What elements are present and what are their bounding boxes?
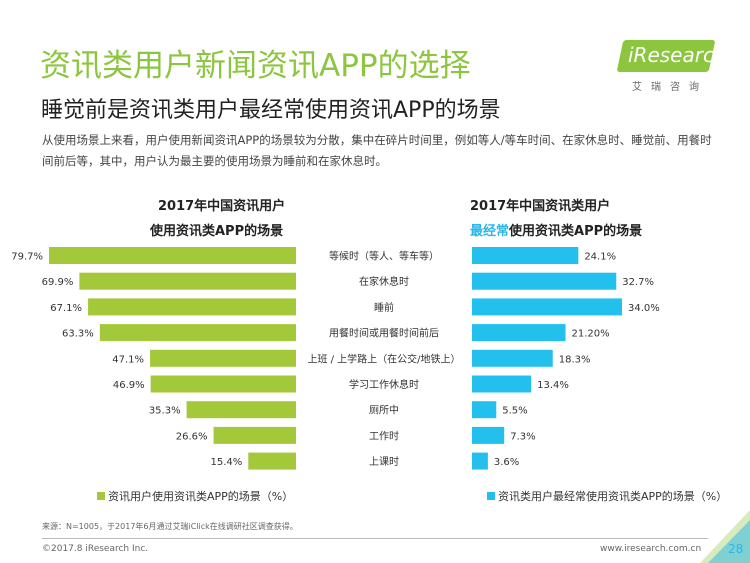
right-bar-label: 3.6% <box>494 457 519 468</box>
right-chart-title-line1: 2017年中国资讯类用户 <box>470 199 611 214</box>
right-bar <box>472 401 497 419</box>
left-bar <box>186 401 296 419</box>
page-title: 资讯类用户新闻资讯APP的选择 <box>40 48 471 84</box>
right-legend-label: 资讯类用户最经常使用资讯类APP的场景（%） <box>498 490 728 503</box>
left-bar-label: 79.7% <box>11 252 43 263</box>
right-bar-label: 34.0% <box>628 303 660 314</box>
right-chart-title-line2: 最经常使用资讯类APP的场景 <box>470 220 642 239</box>
copyright-text: ©2017.8 iResearch Inc. <box>42 544 149 554</box>
right-bar-label: 21.20% <box>572 329 610 340</box>
left-bar-label: 67.1% <box>50 303 82 314</box>
logo-text: iResearch <box>628 43 727 67</box>
website-url: www.iresearch.com.cn <box>600 544 702 554</box>
page-number: 28 <box>728 542 744 556</box>
left-bar-label: 26.6% <box>176 431 208 442</box>
left-legend-label: 资讯用户使用资讯类APP的场景（%） <box>108 490 294 503</box>
left-legend: 资讯用户使用资讯类APP的场景（%） <box>97 488 293 504</box>
title-rest: 使用资讯类APP的场景 <box>509 224 643 239</box>
right-bar-label: 7.3% <box>510 431 535 442</box>
category-label: 上班 / 上学路上（在公交/地铁上） <box>307 352 460 365</box>
category-label: 厕所中 <box>369 404 399 417</box>
left-bar <box>79 272 296 290</box>
left-bar <box>88 298 296 316</box>
left-bar <box>99 324 297 342</box>
right-bar-label: 18.3% <box>559 354 591 365</box>
title-highlight: 最经常 <box>470 224 510 239</box>
iresearch-logo: iResearch 艾瑞咨询 <box>616 40 727 93</box>
left-bar-label: 63.3% <box>62 329 94 340</box>
left-bar-label: 46.9% <box>113 380 145 391</box>
right-bar <box>472 272 617 290</box>
source-note: 来源：N=1005，于2017年6月通过艾瑞iClick在线调研社区调查获得。 <box>42 522 298 531</box>
right-bar <box>472 247 579 264</box>
left-bar <box>150 349 296 367</box>
right-bar-label: 13.4% <box>537 380 569 391</box>
category-label: 学习工作休息时 <box>349 378 419 391</box>
legend-swatch-blue <box>487 492 495 500</box>
left-bar-label: 47.1% <box>112 354 144 365</box>
legend-swatch-green <box>97 492 105 500</box>
corner-decoration <box>700 510 750 563</box>
category-label: 睡前 <box>374 301 394 314</box>
logo-subtext: 艾瑞咨询 <box>632 82 708 93</box>
left-bar <box>248 452 296 470</box>
right-bar <box>472 452 488 470</box>
right-legend: 资讯类用户最经常使用资讯类APP的场景（%） <box>487 488 727 504</box>
category-label: 用餐时间或用餐时间前后 <box>329 327 439 340</box>
category-label: 上课时 <box>369 456 399 468</box>
left-bar-label: 35.3% <box>149 406 181 417</box>
left-bar <box>213 426 296 444</box>
right-bar <box>472 426 505 444</box>
category-label: 等候时（等人、等车等） <box>329 250 439 263</box>
left-chart-title-line1: 2017年中国资讯用户 <box>158 199 286 214</box>
left-bar <box>150 375 296 393</box>
page-subtitle: 睡觉前是资讯类用户最经常使用资讯APP的场景 <box>41 98 501 123</box>
left-bar-label: 15.4% <box>210 457 242 468</box>
left-bar <box>49 247 296 264</box>
left-chart-title-line2: 使用资讯类APP的场景 <box>150 224 284 239</box>
category-label: 工作时 <box>369 430 399 442</box>
right-bar-label: 24.1% <box>584 252 616 263</box>
left-bar-label: 69.9% <box>42 277 74 288</box>
right-bar <box>472 375 532 393</box>
footer-divider <box>42 538 708 539</box>
right-bar <box>472 349 553 367</box>
right-bar-label: 32.7% <box>622 277 654 288</box>
right-bar-label: 5.5% <box>502 406 527 417</box>
right-bar <box>472 324 566 342</box>
right-bar <box>472 298 622 316</box>
description-text: 从使用场景上来看，用户使用新闻资讯APP的场景较为分散，集中在碎片时间里，例如等… <box>42 133 712 168</box>
category-label: 在家休息时 <box>359 275 409 288</box>
